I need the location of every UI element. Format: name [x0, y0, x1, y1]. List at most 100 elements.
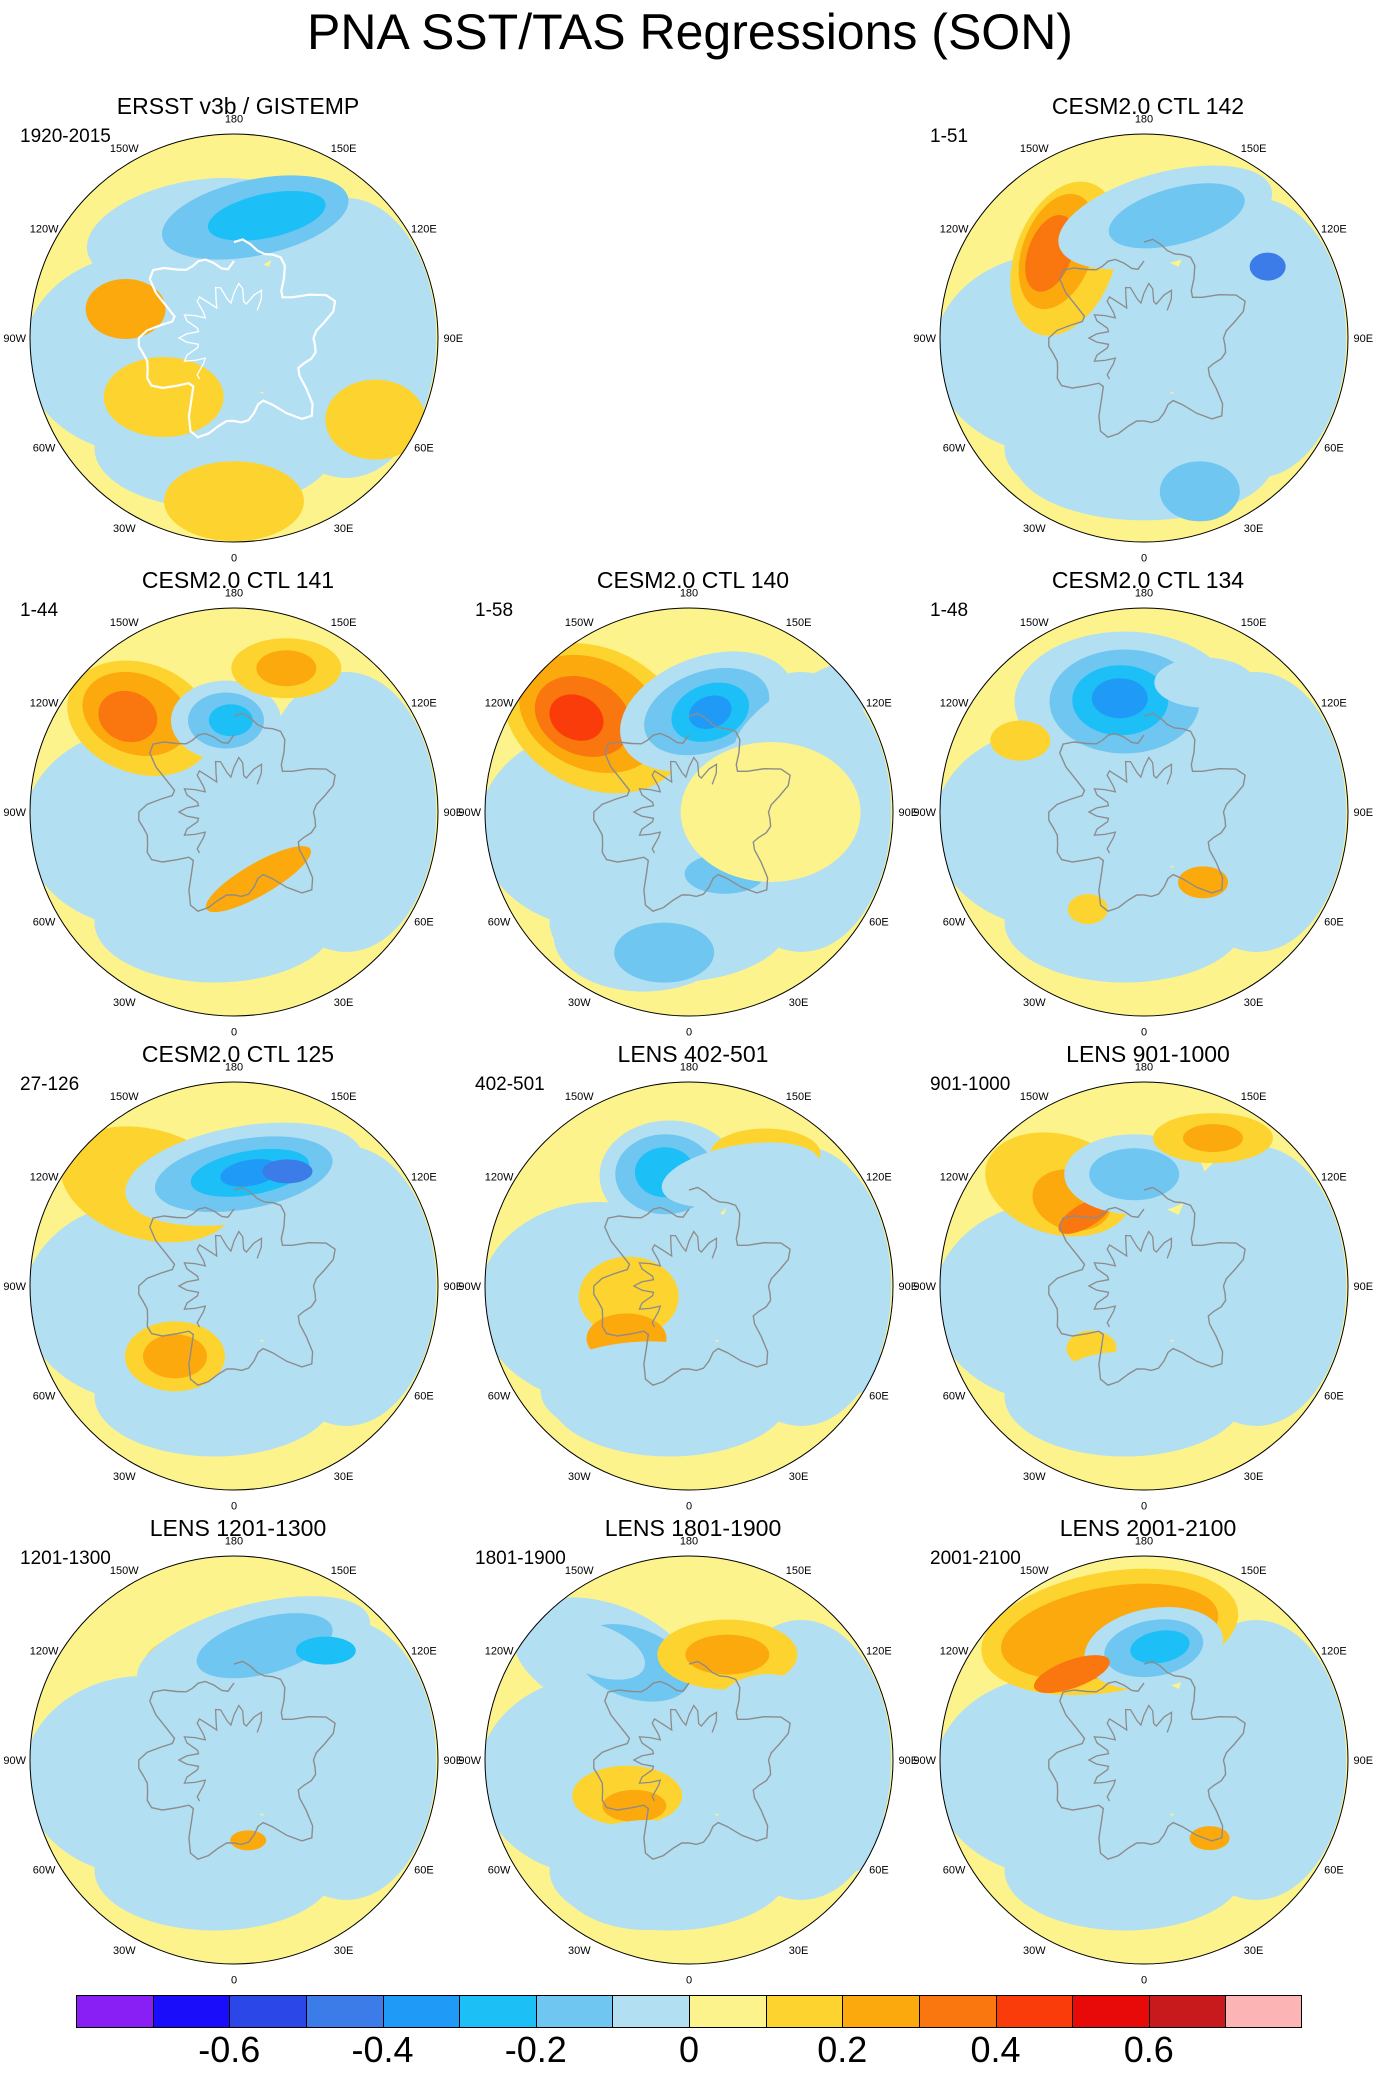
coastline [593, 1186, 791, 1386]
anomaly-contour [142, 1334, 207, 1379]
anomaly-contour [1130, 1630, 1190, 1664]
longitude-label: 120W [30, 697, 59, 709]
longitude-label: 120E [1321, 1171, 1347, 1183]
longitude-label: 180 [225, 1062, 243, 1074]
colorbar-swatch [689, 1995, 766, 2028]
anomaly-region [164, 1205, 304, 1346]
longitude-label: 150E [786, 617, 812, 629]
anomaly-contour [1089, 1148, 1180, 1201]
anomaly-contour [688, 695, 732, 730]
colorbar-swatch [76, 1995, 153, 2028]
polar-map: 180 150E 120E 90E 60E 30E 0 30W 60W 90W 120W 150W [3, 1062, 463, 1513]
colorbar-tick-label: 0.2 [817, 2029, 868, 2070]
panel-title: CESM2.0 CTL 125 [141, 1041, 335, 1067]
panel-title: CESM2.0 CTL 142 [1051, 93, 1245, 119]
longitude-label: 150W [110, 143, 139, 155]
colorbar-tick-label: -0.4 [351, 2029, 414, 2070]
anomaly-contour [661, 1142, 820, 1208]
map-panel: 180 150E 120E 90E 60E 30E 0 30W 60W 90W 120W 150W C… [458, 566, 918, 1038]
anomaly-contour [1189, 1826, 1230, 1851]
panel-title: LENS 2001-2100 [1059, 1515, 1237, 1541]
longitude-label: 60E [869, 1865, 889, 1877]
figure-title: PNA SST/TAS Regressions (SON) [307, 4, 1073, 60]
longitude-label: 60E [414, 917, 434, 929]
longitude-label: 30W [1023, 1945, 1046, 1957]
anomaly-contour [549, 1621, 645, 1680]
anomaly-contour [98, 690, 158, 743]
coastline [1048, 1660, 1246, 1860]
longitude-label: 150W [1020, 1565, 1049, 1577]
panel-title: LENS 402-501 [617, 1041, 769, 1067]
longitude-label: 150E [786, 1565, 812, 1577]
longitude-label: 90W [3, 1755, 26, 1767]
anomaly-contour [83, 792, 244, 913]
longitude-label: 120E [1321, 223, 1347, 235]
colorbar-swatch [995, 1995, 1073, 2028]
panel-period: 402-501 [475, 1074, 545, 1095]
map-outline [29, 607, 439, 1017]
longitude-label: 30W [113, 997, 136, 1009]
longitude-label: 150W [565, 1091, 594, 1103]
longitude-label: 90E [444, 1755, 464, 1767]
anomaly-contour [122, 1835, 303, 1926]
coastline [1087, 282, 1173, 380]
longitude-label: 60E [869, 917, 889, 929]
longitude-label: 180 [1135, 1536, 1153, 1548]
map-panel: 180 150E 120E 90E 60E 30E 0 30W 60W 90W 120W 150W L… [3, 1514, 463, 1986]
coastline [138, 1186, 336, 1386]
longitude-label: 120E [866, 1171, 892, 1183]
longitude-label: 90W [913, 333, 936, 345]
longitude-label: 90E [1354, 1755, 1374, 1767]
longitude-label: 30E [1244, 997, 1264, 1009]
longitude-label: 120E [1321, 697, 1347, 709]
longitude-label: 180 [1135, 114, 1153, 126]
anomaly-contour [1154, 657, 1255, 708]
anomaly-contour [713, 1674, 824, 1755]
coastline [1048, 238, 1246, 438]
colorbar-swatch [535, 1995, 613, 2028]
longitude-label: 0 [231, 1974, 237, 1986]
longitude-label: 90E [444, 1281, 464, 1293]
colorbar-swatch [1225, 1995, 1302, 2028]
map-panel: 180 150E 120E 90E 60E 30E 0 30W 60W 90W 120W 150W C… [913, 566, 1373, 1038]
colorbar-swatch [382, 1995, 460, 2028]
longitude-label: 120W [485, 697, 514, 709]
panel-period: 1920-2015 [20, 126, 111, 147]
anomaly-contour [276, 1231, 396, 1341]
panel-period: 1-51 [930, 126, 969, 147]
polar-map: 180 150E 120E 90E 60E 30E 0 30W 60W 90W 120W 150W [458, 588, 918, 1039]
map-outline [484, 1555, 894, 1965]
panel-title: LENS 1201-1300 [149, 1515, 327, 1541]
panel-title: LENS 901-1000 [1066, 1041, 1230, 1067]
colorbar-swatch [459, 1995, 536, 2028]
longitude-label: 60E [414, 1391, 434, 1403]
longitude-label: 180 [225, 1536, 243, 1548]
coastline [177, 1704, 263, 1802]
anomaly-contour [680, 742, 861, 882]
longitude-label: 30W [1023, 523, 1046, 535]
longitude-label: 90W [458, 1755, 481, 1767]
map-panel: 180 150E 120E 90E 60E 30E 0 30W 60W 90W 120W 150W L… [458, 1514, 918, 1986]
longitude-label: 60W [943, 443, 966, 455]
coastline [138, 712, 336, 912]
colorbar-swatch [1148, 1995, 1226, 2028]
anomaly-contour [262, 1159, 313, 1184]
coastline [138, 1660, 336, 1860]
polar-map: 180 150E 120E 90E 60E 30E 0 30W 60W 90W 120W 150W [3, 588, 463, 1039]
anomaly-contour [557, 1820, 738, 1931]
longitude-label: 30W [113, 1471, 136, 1483]
longitude-label: 90E [899, 1281, 919, 1293]
map-outline [29, 133, 439, 543]
colorbar [76, 1995, 1302, 2028]
longitude-label: 90E [1354, 1281, 1374, 1293]
anomaly-contour [256, 650, 317, 687]
longitude-label: 150E [331, 1091, 357, 1103]
longitude-label: 150E [1241, 143, 1267, 155]
anomaly-contour [540, 1341, 761, 1442]
coastline [632, 1230, 718, 1328]
longitude-label: 150E [786, 1091, 812, 1103]
coastline [632, 756, 718, 854]
map-panel: 180 150E 120E 90E 60E 30E 0 30W 60W 90W 120W 150W E… [3, 92, 463, 564]
longitude-label: 150W [565, 617, 594, 629]
anomaly-contour [1165, 1226, 1286, 1346]
